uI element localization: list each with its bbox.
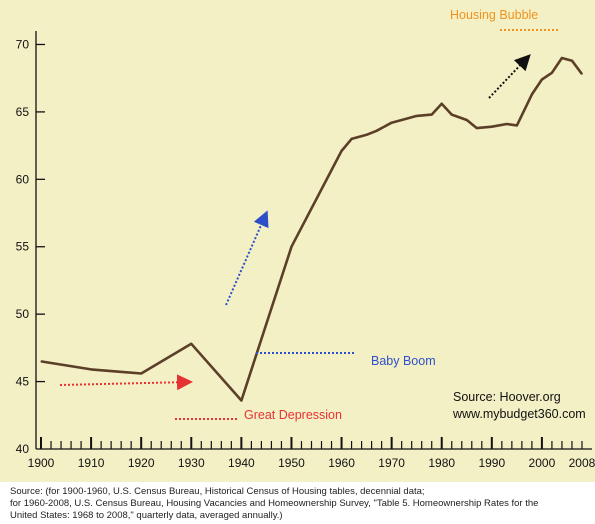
x-tick-label: 1920 [128, 456, 155, 470]
data-point [431, 114, 433, 116]
data-point [290, 246, 293, 248]
y-tick-label: 60 [16, 172, 30, 186]
chart-source-line-2: www.mybudget360.com [452, 407, 586, 421]
data-point [416, 115, 418, 117]
data-point [376, 130, 378, 132]
y-tick-label: 40 [16, 442, 30, 456]
data-point [40, 360, 42, 362]
x-tick-label: 2000 [529, 456, 556, 470]
data-point [391, 122, 393, 124]
x-tick-label: 1980 [428, 456, 455, 470]
annotation-layer: Housing Bubble Baby Boom Great Depressio… [59, 8, 586, 422]
data-point [190, 343, 192, 345]
data-point [571, 60, 573, 62]
great-depression-label: Great Depression [244, 408, 342, 422]
housing-bubble-arrow [488, 54, 531, 99]
footnote-line-1: Source: (for 1900-1960, U.S. Census Bure… [10, 486, 425, 497]
great-depression-arrow [59, 374, 193, 391]
baby-boom-label: Baby Boom [371, 354, 436, 368]
data-point [551, 72, 553, 74]
data-point [506, 123, 508, 125]
data-point [240, 399, 242, 402]
y-tick-label: 70 [16, 37, 30, 51]
homeownership-rate-line [40, 56, 584, 402]
baby-boom-arrow [225, 210, 269, 306]
x-tick-label: 1930 [178, 456, 205, 470]
housing-bubble-label: Housing Bubble [450, 8, 538, 22]
data-point [340, 150, 343, 152]
series-layer [40, 56, 584, 402]
footnote-line-2: for 1960-2008, U.S. Census Bureau, Housi… [10, 498, 539, 509]
data-point [541, 78, 543, 81]
x-tick-label: 1960 [328, 456, 355, 470]
data-point [401, 119, 403, 121]
x-tick-label: 1950 [278, 456, 305, 470]
x-tick-label: 1940 [228, 456, 255, 470]
data-point [531, 93, 533, 95]
data-point [561, 57, 563, 59]
chart-panel [0, 0, 595, 482]
x-tick-label: 1900 [28, 456, 55, 470]
y-tick-label: 50 [16, 307, 30, 321]
data-point [581, 73, 583, 75]
data-point [451, 114, 453, 116]
data-point [491, 126, 493, 128]
data-point [90, 368, 92, 371]
data-point [476, 127, 478, 129]
data-point [365, 134, 368, 136]
x-tick-label: 1990 [478, 456, 505, 470]
y-tick-label: 55 [16, 240, 30, 254]
x-tick-label: 1910 [78, 456, 105, 470]
chart-source-line-1: Source: Hoover.org [453, 390, 561, 404]
footnote: Source: (for 1900-1960, U.S. Census Bure… [10, 486, 590, 522]
data-point [140, 372, 142, 375]
y-tick-label: 45 [16, 375, 30, 389]
data-point [441, 103, 443, 105]
data-point [350, 138, 353, 140]
y-tick-label: 65 [16, 105, 30, 119]
data-point [466, 119, 468, 121]
data-point [516, 124, 518, 126]
footnote-line-3: United States: 1968 to 2008," quarterly … [10, 510, 283, 521]
x-tick-label: 1970 [378, 456, 405, 470]
x-tick-label: 2008 [569, 456, 595, 470]
